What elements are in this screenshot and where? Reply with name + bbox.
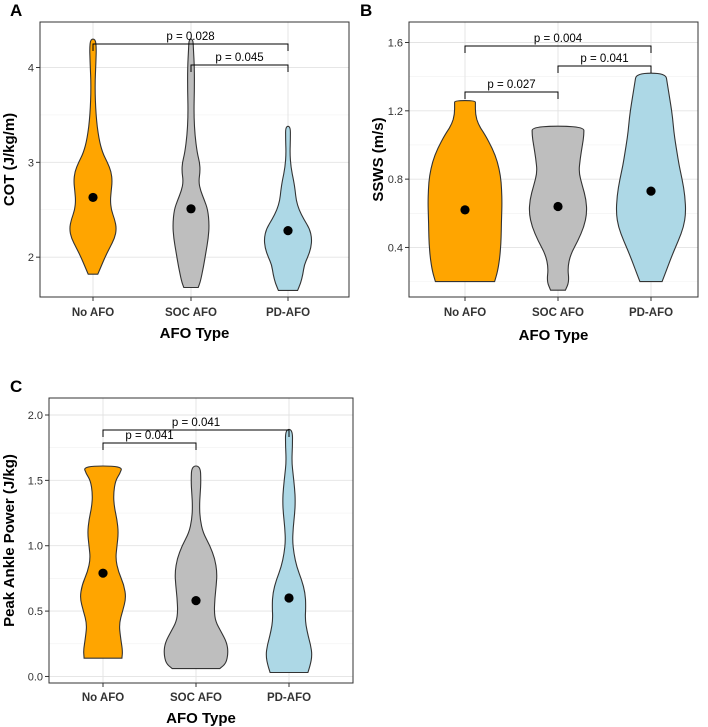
violin-soc-afo xyxy=(172,38,210,289)
x-tick-label: No AFO xyxy=(72,307,114,319)
y-axis-title: SSWS (m/s) xyxy=(370,117,387,201)
p-value-label: p = 0.045 xyxy=(215,52,263,64)
plot-frame xyxy=(48,397,354,684)
violin-no-afo xyxy=(80,465,126,659)
mean-point xyxy=(283,226,293,236)
x-tick-label: PD-AFO xyxy=(629,307,673,319)
mean-point xyxy=(191,596,201,606)
y-tick-label: 0.5 xyxy=(28,606,43,618)
violin-pd-afo xyxy=(265,428,313,674)
x-tick-label: No AFO xyxy=(82,692,124,704)
mean-point xyxy=(186,204,196,214)
p-value-label: p = 0.028 xyxy=(166,31,214,43)
panel-C: C 0.0 0.5 1.0 1.5 2.0 No AFO SOC AFO PD-AFO AFO T… xyxy=(1,377,354,727)
p-value-label: p = 0.041 xyxy=(125,430,173,442)
panel-A: A 2 3 4 No AFO SOC AFO PD-AFO AFO Type COT (J/kg… xyxy=(1,1,350,342)
violin-pd-afo xyxy=(263,125,313,291)
plot-frame xyxy=(39,21,350,298)
plot-frame xyxy=(408,21,699,298)
significance-bracket xyxy=(102,429,290,437)
mean-point xyxy=(98,568,108,578)
x-tick-label: PD-AFO xyxy=(267,692,311,704)
p-value-label: p = 0.027 xyxy=(487,79,535,91)
violin-no-afo xyxy=(69,38,117,275)
significance-bracket xyxy=(557,65,652,73)
x-tick-label: SOC AFO xyxy=(532,307,584,319)
y-tick-label: 0.8 xyxy=(388,174,403,186)
y-tick-label: 2.0 xyxy=(28,410,43,422)
p-value-label: p = 0.041 xyxy=(580,53,628,65)
y-tick-label: 1.0 xyxy=(28,541,43,553)
violin-pd-afo xyxy=(615,72,687,283)
panel-letter: C xyxy=(10,377,22,396)
violin-no-afo xyxy=(427,100,503,283)
panel-letter: B xyxy=(360,1,372,20)
y-axis-title: COT (J/kg/m) xyxy=(1,113,18,206)
y-tick-label: 2 xyxy=(28,252,34,264)
y-tick-label: 1.2 xyxy=(388,106,403,118)
y-tick-label: 0.4 xyxy=(388,242,403,254)
mean-point xyxy=(460,205,470,215)
mean-point xyxy=(553,201,563,212)
violin-soc-afo xyxy=(163,465,229,670)
x-axis-title: AFO Type xyxy=(519,327,589,344)
panel-letter: A xyxy=(10,1,22,20)
mean-point xyxy=(284,593,294,603)
p-value-label: p = 0.004 xyxy=(534,33,583,45)
x-axis-title: AFO Type xyxy=(160,325,230,342)
mean-point xyxy=(646,186,656,196)
y-tick-label: 1.6 xyxy=(388,37,403,49)
panel-B: B 0.4 0.8 1.2 1.6 No AFO SOC AFO PD-AFO AFO Type… xyxy=(360,1,699,344)
mean-point xyxy=(88,192,98,203)
significance-bracket xyxy=(102,442,197,450)
x-tick-label: SOC AFO xyxy=(170,692,222,704)
y-tick-label: 0.0 xyxy=(28,671,43,683)
x-tick-label: PD-AFO xyxy=(266,307,310,319)
significance-bracket xyxy=(190,64,289,72)
y-tick-label: 1.5 xyxy=(28,475,43,487)
y-tick-label: 4 xyxy=(28,63,34,75)
x-axis-title: AFO Type xyxy=(166,710,236,727)
x-tick-label: No AFO xyxy=(444,307,486,319)
significance-bracket xyxy=(92,43,289,51)
p-value-label: p = 0.041 xyxy=(172,417,220,429)
significance-bracket xyxy=(464,91,559,99)
y-tick-label: 3 xyxy=(28,157,34,169)
significance-bracket xyxy=(464,45,652,53)
y-axis-title: Peak Ankle Power (J/kg) xyxy=(1,454,18,627)
x-tick-label: SOC AFO xyxy=(165,307,217,319)
